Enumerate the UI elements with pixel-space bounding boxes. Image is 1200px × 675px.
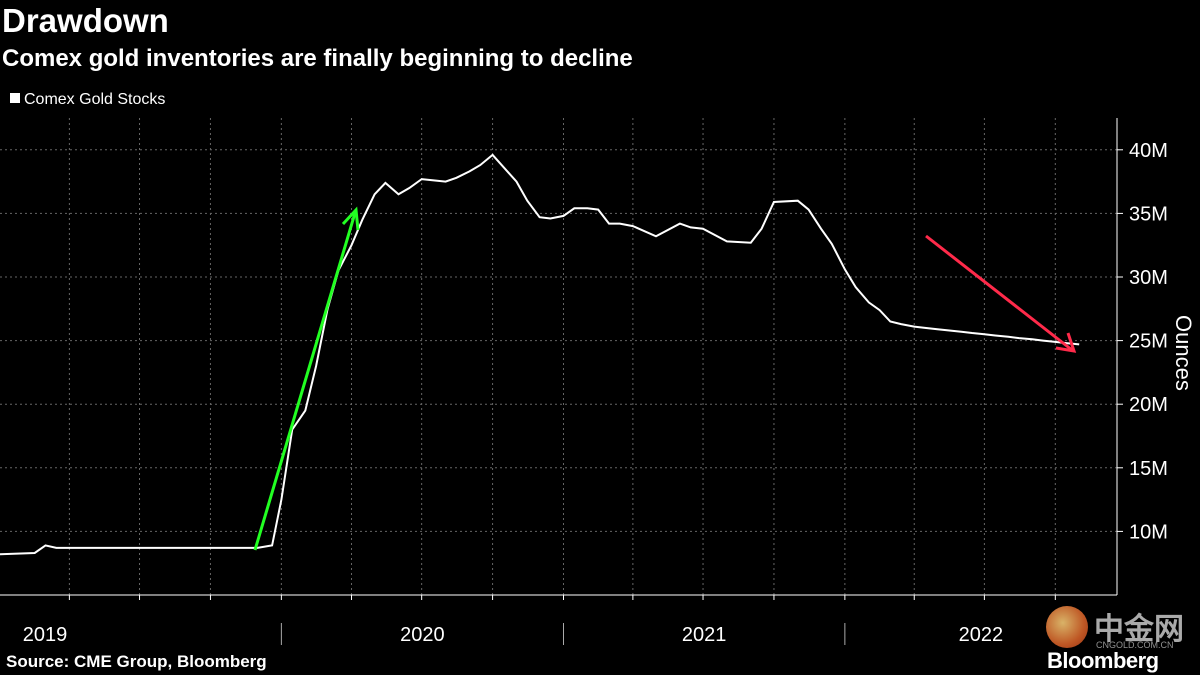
annotation-arrows [253, 206, 1077, 551]
watermark-logo-icon [1046, 606, 1088, 648]
legend-swatch [10, 93, 20, 103]
x-tick-label: 2020 [400, 624, 445, 646]
down-arrow-head [1055, 332, 1077, 353]
x-axis: 2019 2020 2021 2022 [0, 594, 1117, 646]
y-tick-label: 15M [1129, 458, 1168, 480]
source-note: Source: CME Group, Bloomberg [6, 652, 267, 671]
series-line-comex-gold-stocks [0, 153, 1080, 556]
y-axis-label: Ounces [1171, 315, 1196, 391]
watermark-text: 中金网 [1094, 613, 1184, 646]
y-tick-label: 40M [1129, 140, 1168, 162]
y-axis: 10M 15M 20M 25M 30M 35M 40M [1116, 118, 1168, 595]
legend-label: Comex Gold Stocks [24, 91, 166, 108]
y-tick-label: 20M [1129, 394, 1168, 416]
brand-logo: Bloomberg [1047, 648, 1159, 673]
y-tick-label: 25M [1129, 331, 1168, 353]
x-tick-label: 2022 [959, 624, 1004, 646]
y-tick-label: 10M [1129, 521, 1168, 543]
y-tick-label: 30M [1129, 267, 1168, 289]
watermark: 中金网 CNGOLD.COM.CN [1040, 604, 1200, 666]
up-arrow [253, 212, 357, 551]
x-tick-label: 2021 [682, 624, 727, 646]
grid-lines [0, 118, 1117, 595]
legend: Comex Gold Stocks [10, 91, 165, 109]
chart-title: Drawdown [2, 2, 169, 39]
up-arrow-head [341, 206, 360, 231]
down-arrow [925, 234, 1073, 352]
y-tick-label: 35M [1129, 203, 1168, 225]
chart-subtitle: Comex gold inventories are finally begin… [2, 45, 633, 72]
x-tick-label: 2019 [23, 624, 68, 646]
watermark-subtext: CNGOLD.COM.CN [1096, 640, 1174, 650]
